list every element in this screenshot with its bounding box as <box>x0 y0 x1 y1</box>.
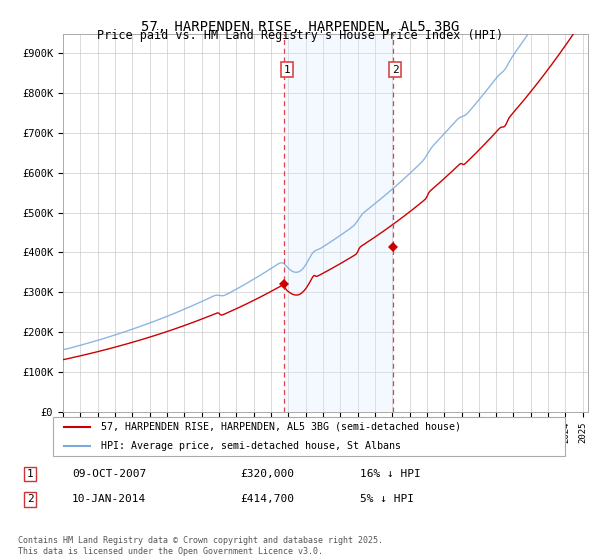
Text: HPI: Average price, semi-detached house, St Albans: HPI: Average price, semi-detached house,… <box>101 441 401 450</box>
Text: 10-JAN-2014: 10-JAN-2014 <box>72 494 146 504</box>
Text: 57, HARPENDEN RISE, HARPENDEN, AL5 3BG: 57, HARPENDEN RISE, HARPENDEN, AL5 3BG <box>141 20 459 34</box>
Text: 57, HARPENDEN RISE, HARPENDEN, AL5 3BG (semi-detached house): 57, HARPENDEN RISE, HARPENDEN, AL5 3BG (… <box>101 422 461 432</box>
Text: £320,000: £320,000 <box>240 469 294 479</box>
Text: 1: 1 <box>26 469 34 479</box>
Text: 5% ↓ HPI: 5% ↓ HPI <box>360 494 414 504</box>
Text: 2: 2 <box>392 64 399 74</box>
Text: Price paid vs. HM Land Registry's House Price Index (HPI): Price paid vs. HM Land Registry's House … <box>97 29 503 42</box>
Text: 09-OCT-2007: 09-OCT-2007 <box>72 469 146 479</box>
FancyBboxPatch shape <box>53 417 565 456</box>
Text: £414,700: £414,700 <box>240 494 294 504</box>
Text: 1: 1 <box>283 64 290 74</box>
Text: 16% ↓ HPI: 16% ↓ HPI <box>360 469 421 479</box>
Text: Contains HM Land Registry data © Crown copyright and database right 2025.
This d: Contains HM Land Registry data © Crown c… <box>18 536 383 556</box>
Bar <box>284 34 393 412</box>
Text: 2: 2 <box>26 494 34 504</box>
